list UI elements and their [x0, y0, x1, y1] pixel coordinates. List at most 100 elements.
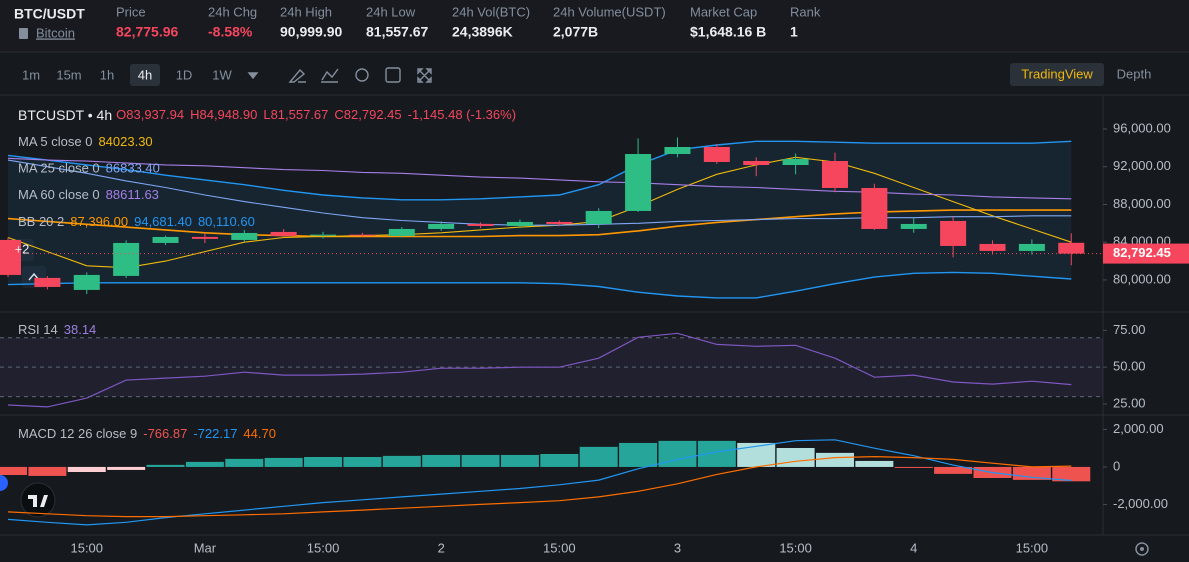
stat-label: 24h Chg: [208, 4, 257, 19]
legend-item: MACD 12 26 close 9: [18, 426, 137, 441]
macd-bar: [0, 466, 27, 475]
legend-item: 44.70: [243, 426, 276, 441]
stat-value: 82,775.96: [116, 24, 178, 40]
macd-bar: [579, 446, 618, 467]
macd-bar: [343, 457, 382, 467]
stat-value: 81,557.67: [366, 24, 428, 40]
macd-bar: [382, 455, 421, 467]
legend-item: 84023.30: [98, 134, 152, 149]
band-fill: [8, 141, 1072, 298]
ohlc-label: L: [263, 107, 270, 122]
rsi-line: [7, 332, 1072, 408]
y-tick-label: 0: [1113, 458, 1120, 473]
x-tick-label: 15:00: [779, 540, 812, 555]
macd-bar: [619, 442, 658, 467]
fullscreen-icon[interactable]: [417, 68, 432, 83]
hidden-indicators[interactable]: +2: [15, 241, 30, 256]
change: -1,145.48 (-1.36%): [408, 107, 516, 122]
candle-body: [152, 236, 179, 243]
candle-body: [506, 221, 533, 226]
macd-bar: [737, 442, 776, 467]
legend-item: RSI 14: [18, 322, 58, 337]
indicator-icon[interactable]: [321, 68, 339, 83]
candle-body: [979, 243, 1006, 251]
macd-bar: [815, 452, 854, 467]
stat-value: 1: [790, 24, 798, 40]
x-tick-label: 15:00: [70, 540, 103, 555]
candle-body: [34, 277, 61, 287]
candle-body: [664, 147, 691, 155]
symbol-title: BTCUSDT • 4h: [18, 107, 112, 123]
candle-body: [349, 234, 376, 236]
y-tick-label: 96,000.00: [1113, 120, 1171, 135]
ohlc-label: C: [334, 107, 343, 122]
legend-item: MA 60 close 0: [18, 187, 100, 202]
side-handle[interactable]: [0, 475, 8, 491]
candle-body: [1058, 242, 1085, 254]
dropdown-icon[interactable]: [247, 72, 259, 80]
x-tick-label: 2: [438, 540, 445, 555]
band-line: [7, 271, 1072, 299]
candle-body: [310, 234, 337, 236]
draw-icon[interactable]: [288, 68, 306, 83]
candle-body: [743, 160, 770, 165]
coin-link[interactable]: Bitcoin: [36, 25, 75, 40]
view-tab[interactable]: TradingView: [1021, 66, 1093, 81]
legend-item: 88611.63: [106, 187, 159, 202]
chart-area: [0, 137, 1103, 526]
interval-button[interactable]: 1m: [22, 67, 40, 82]
interval-button[interactable]: 4h: [138, 67, 152, 82]
ohlc-label: O: [116, 107, 126, 122]
macd-bar: [264, 457, 303, 467]
stat-value: 90,999.90: [280, 24, 342, 40]
macd-bar: [540, 454, 579, 467]
candle-body: [940, 220, 967, 246]
interval-button[interactable]: 1W: [212, 67, 232, 82]
x-tick-label: 15:00: [543, 540, 576, 555]
coin-icon: [19, 28, 28, 39]
stat-label: 24h High: [280, 4, 332, 19]
settings-icon[interactable]: [355, 68, 369, 82]
y-tick-label: 92,000.00: [1113, 158, 1171, 173]
toolbar-icons: [247, 67, 432, 83]
stat-value: -8.58%: [208, 24, 253, 40]
macd-bar: [225, 458, 264, 467]
interval-button[interactable]: 15m: [56, 67, 81, 82]
save-icon[interactable]: [385, 67, 401, 83]
y-tick-label: 75.00: [1113, 322, 1146, 337]
macd-line: [7, 455, 1072, 518]
candle-body: [585, 210, 612, 224]
macd-bar: [107, 466, 146, 470]
symbol: BTC/USDT: [14, 6, 85, 22]
view-tab[interactable]: Depth: [1117, 66, 1152, 81]
candle-body: [231, 232, 258, 240]
macd-bar: [28, 466, 67, 476]
ohlc-value: 83,937.94: [126, 107, 184, 122]
y-tick-label: -2,000.00: [1113, 496, 1168, 511]
ohlc-value: 84,948.90: [199, 107, 257, 122]
interval-button[interactable]: 1h: [100, 67, 114, 82]
interval-active-bg: [130, 64, 160, 86]
legend-item: MA 25 close 0: [18, 161, 100, 176]
band-line: [7, 140, 1072, 201]
interval-button[interactable]: 1D: [176, 67, 193, 82]
macd-bar: [500, 454, 539, 467]
candle-body: [782, 158, 809, 165]
stat-label: 24h Low: [366, 4, 416, 19]
candle-body: [546, 221, 573, 224]
stat-label: 24h Vol(BTC): [452, 4, 530, 19]
x-tick-label: 15:00: [1016, 540, 1049, 555]
ma-line: [7, 156, 1072, 269]
x-tick-label: 3: [674, 540, 681, 555]
axis-settings-icon[interactable]: [1135, 542, 1149, 556]
legend: MA 60 close 0 88611.63: [18, 187, 159, 202]
x-tick-label: Mar: [194, 540, 217, 555]
candle-body: [73, 274, 100, 290]
candle-body: [191, 236, 218, 239]
candle-body: [861, 187, 888, 229]
legend-item: MA 5 close 0: [18, 134, 92, 149]
tv-logo[interactable]: [20, 482, 56, 518]
legend-item: 94,681.40: [134, 214, 192, 229]
y-tick-label: 80,000.00: [1113, 271, 1171, 286]
